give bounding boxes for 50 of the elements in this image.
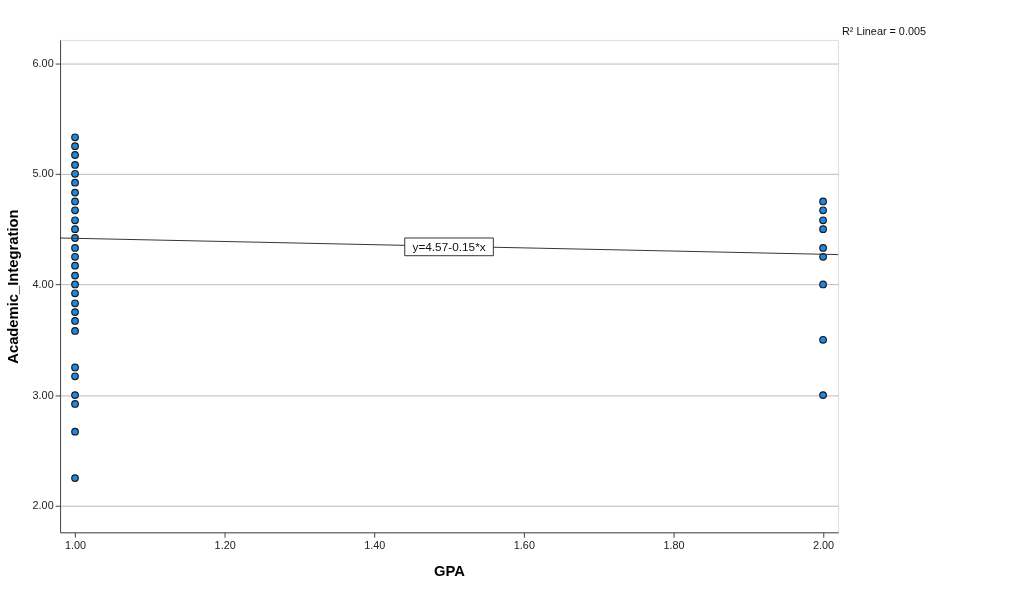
point [71, 308, 79, 317]
x-tick-label: 2.00 [813, 538, 835, 551]
x-tick-label: 1.20 [214, 538, 236, 551]
y-tick-label: 2.00 [32, 499, 54, 512]
point [819, 197, 827, 206]
text: R² Linear = 0.005 [841, 25, 926, 37]
point [71, 280, 79, 289]
point [71, 188, 79, 197]
y-tick-label: 4.00 [32, 277, 54, 290]
point [71, 400, 79, 408]
point [71, 161, 79, 169]
x-tick-label: 1.00 [64, 538, 87, 551]
point [819, 244, 827, 252]
point [71, 142, 79, 151]
point [71, 169, 79, 178]
x-tick-label: 1.60 [513, 538, 535, 551]
point [71, 206, 79, 215]
point [71, 133, 79, 142]
point [819, 335, 827, 344]
x-tick-label: 1.40 [364, 538, 386, 551]
point [71, 427, 79, 436]
point [71, 244, 79, 252]
point [71, 178, 79, 187]
y-tick-label: 5.00 [32, 167, 54, 180]
point [71, 252, 79, 261]
point [819, 391, 827, 399]
point [71, 261, 79, 270]
point [819, 216, 827, 225]
point [71, 225, 79, 234]
point [71, 299, 79, 308]
y-tick-label: 6.00 [32, 56, 54, 69]
y-tick-label: 3.00 [32, 388, 54, 401]
point [71, 216, 79, 225]
point [71, 474, 79, 482]
x-tick-label: 1.80 [663, 538, 685, 551]
point [819, 280, 827, 289]
point [71, 197, 79, 206]
x-axis-title: GPA [434, 563, 466, 580]
point [819, 206, 827, 215]
y-axis-title: Academic_Integration [4, 209, 21, 364]
point [71, 327, 79, 335]
point [819, 225, 827, 234]
annotation: y=4.57-0.15*x [412, 239, 486, 254]
point [71, 271, 79, 280]
point [71, 391, 79, 399]
point [71, 363, 79, 372]
point [71, 289, 79, 298]
point [71, 372, 79, 381]
point [71, 151, 79, 159]
point [71, 317, 79, 325]
